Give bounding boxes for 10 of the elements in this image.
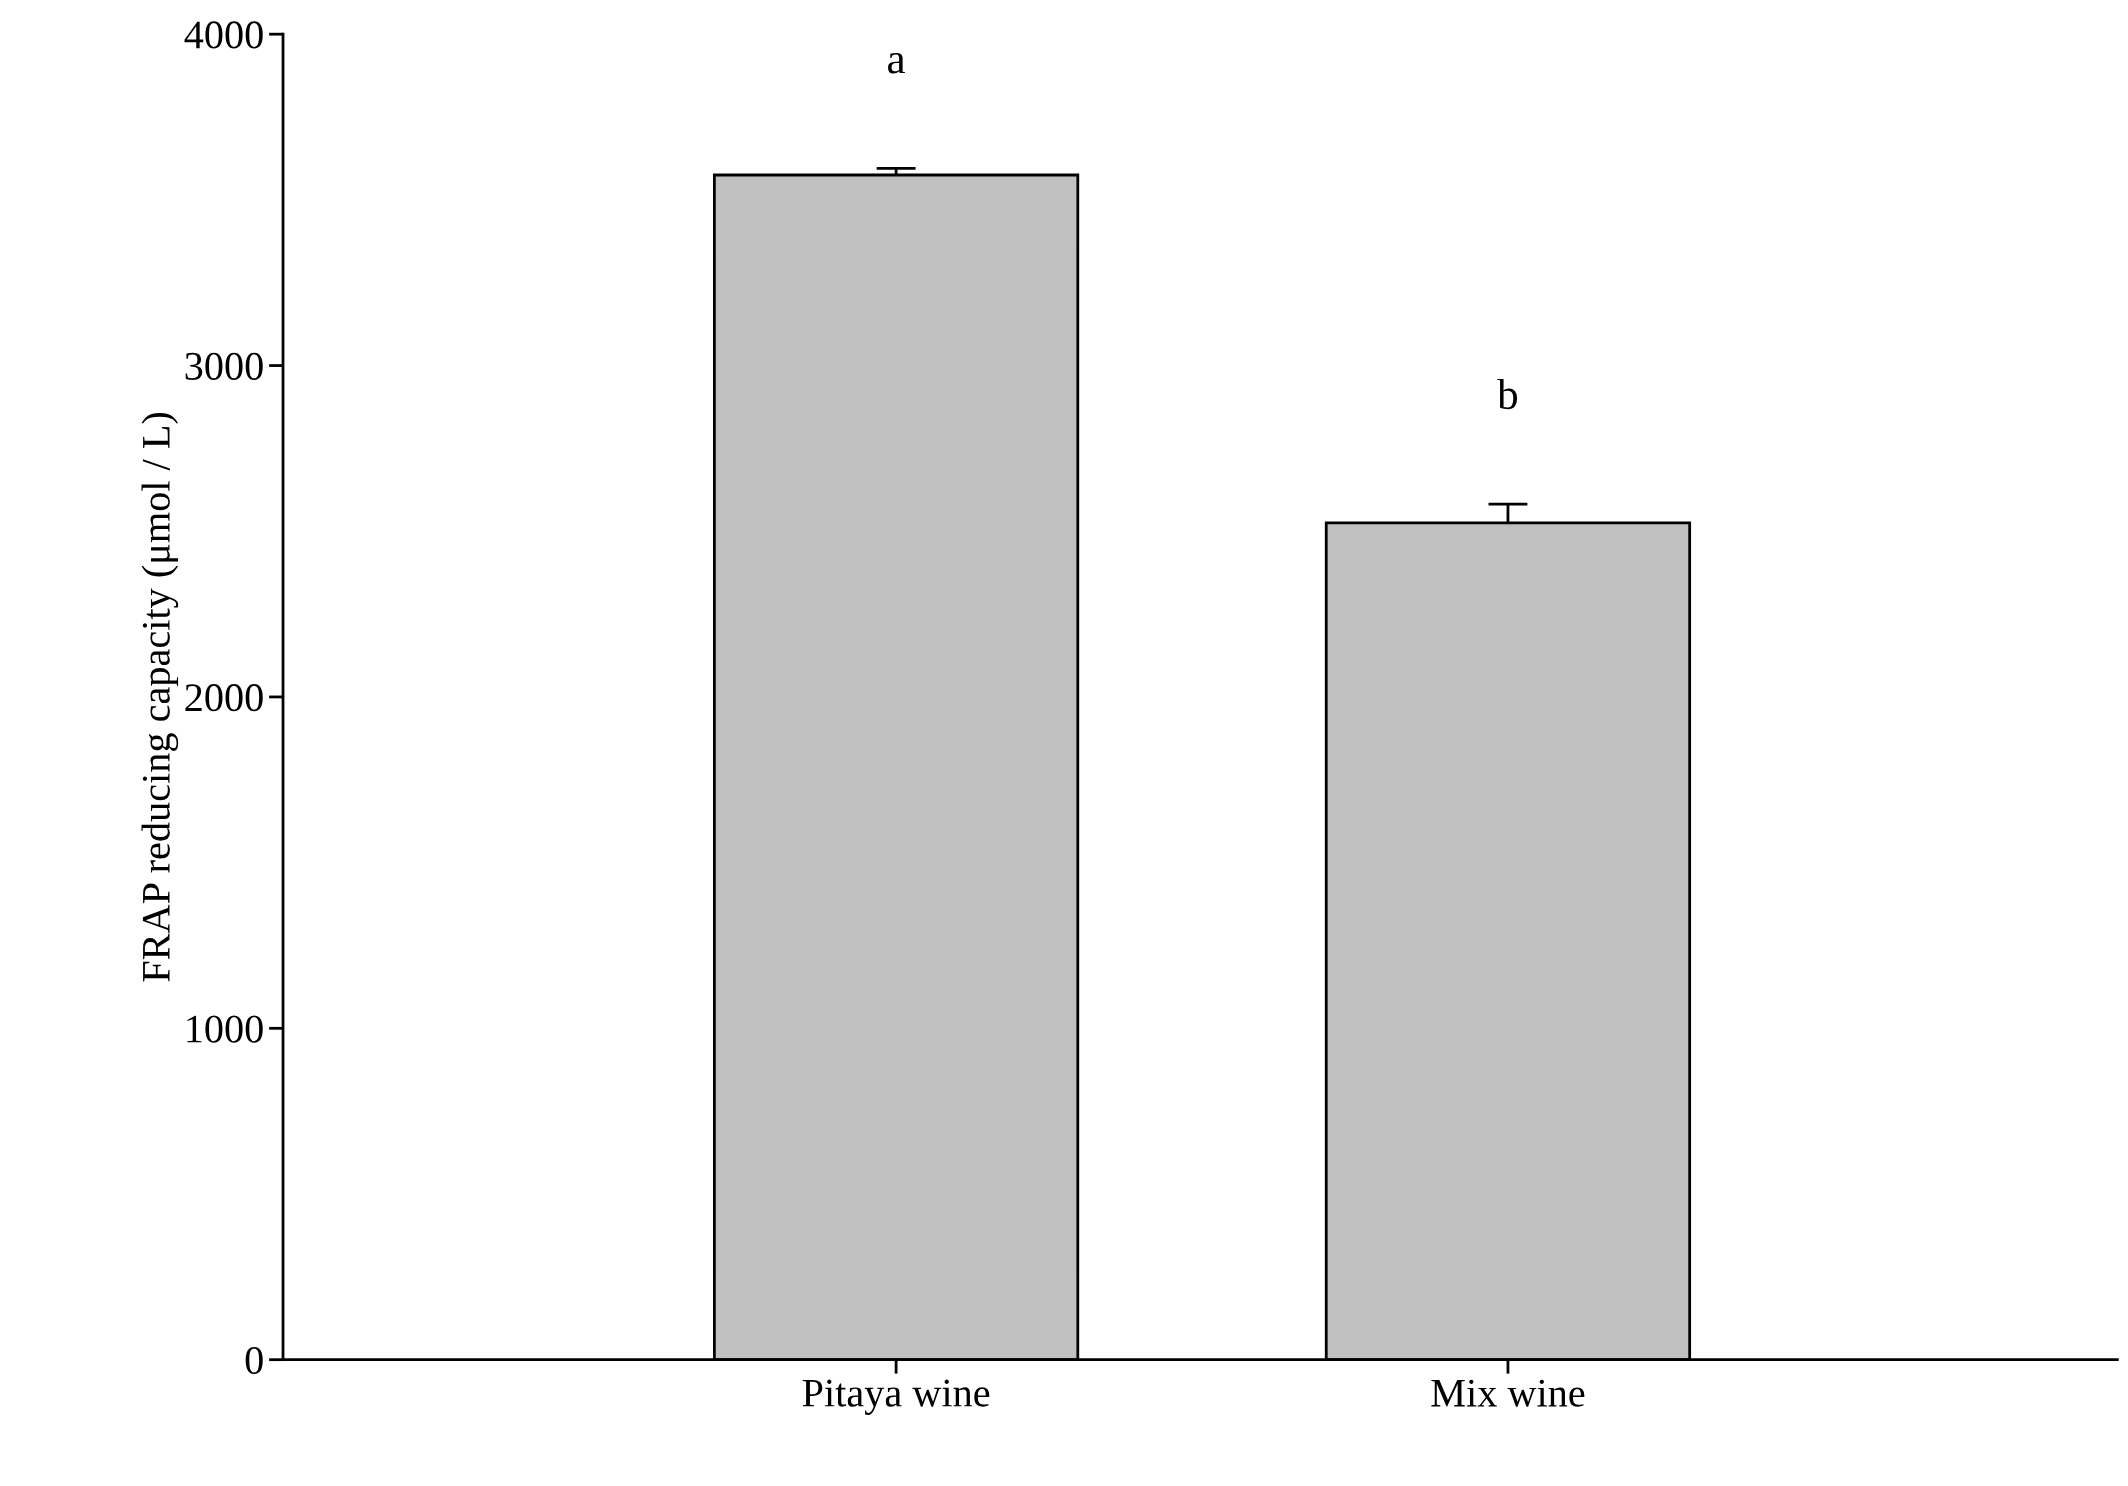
y-tick-label: 1000 — [187, 1015, 263, 1043]
annotation: b — [1497, 378, 1518, 410]
y-tick-label: 2000 — [185, 684, 263, 712]
y-tick-label: 0 — [245, 1346, 263, 1375]
y-axis-title: FRAP reducing capacity (μmol / L) — [141, 412, 179, 982]
y-tick-label: 4000 — [184, 21, 263, 49]
x-tick-label: Mix wine — [1431, 1379, 1585, 1407]
x-tick-label: Pitaya wine — [802, 1379, 990, 1415]
y-tick-label: 3000 — [185, 352, 263, 380]
annotation: a — [888, 52, 906, 74]
